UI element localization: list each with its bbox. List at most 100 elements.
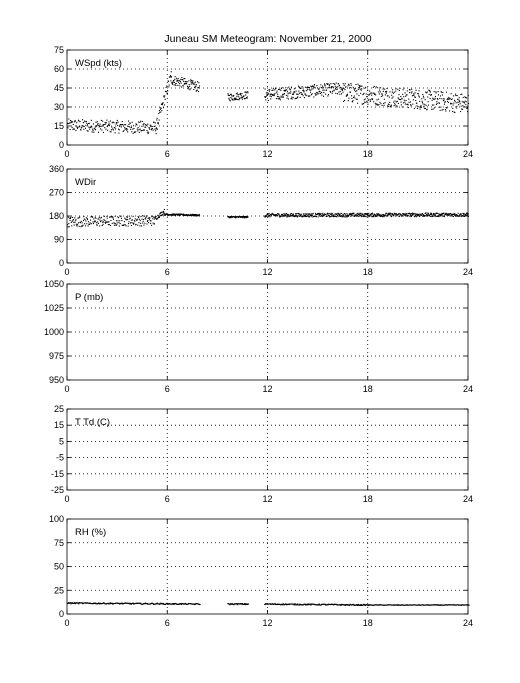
wspd-point-587 — [324, 85, 326, 87]
rh-point-5 — [71, 602, 73, 604]
wspd-point-423 — [269, 94, 271, 96]
rh-point-1 — [67, 602, 70, 604]
wspd-point-535 — [307, 86, 309, 88]
wspd-point-949 — [445, 110, 447, 112]
wspd-point-102 — [109, 131, 111, 133]
wspd-point-788 — [391, 97, 393, 99]
wdir-point-264 — [171, 213, 173, 215]
wspd-point-381 — [239, 93, 241, 95]
rh-point-75 — [129, 602, 132, 604]
wspd-point-850 — [412, 103, 414, 105]
rh-point-333 — [387, 604, 390, 606]
wdir-point-833 — [406, 215, 408, 217]
wdir-point-572 — [319, 213, 321, 215]
wdir-point-712 — [366, 213, 368, 215]
wspd-point-820 — [402, 93, 404, 95]
wdir-point-11 — [71, 220, 73, 222]
wdir-point-469 — [284, 215, 286, 217]
rh-point-359 — [409, 604, 412, 606]
wspd-point-856 — [414, 96, 416, 98]
wdir-point-630 — [338, 213, 340, 215]
wdir-point-742 — [376, 214, 378, 216]
wdir-point-797 — [394, 213, 396, 215]
wspd-point-657 — [347, 100, 349, 102]
wspd-point-812 — [399, 87, 401, 89]
wdir-point-1001 — [462, 215, 464, 217]
wdir-point-239 — [163, 208, 165, 210]
wdir-point-358 — [231, 216, 233, 218]
wdir-point-485 — [290, 214, 292, 216]
wspd-point-684 — [356, 98, 358, 100]
rh-point-49 — [107, 603, 110, 605]
wdir-point-285 — [178, 214, 180, 216]
wdir-point-596 — [327, 213, 329, 215]
wdir-point-86 — [102, 221, 104, 223]
wdir-point-137 — [124, 217, 126, 219]
wdir-point-950 — [445, 212, 447, 214]
wdir-point-190 — [146, 223, 148, 225]
pressure-xtick-label-1: 6 — [165, 384, 170, 394]
wspd-point-25 — [77, 126, 79, 128]
wspd-point-449 — [278, 98, 280, 100]
wdir-point-904 — [430, 216, 432, 218]
wdir-point-91 — [105, 222, 107, 224]
wspd-point-885 — [423, 107, 425, 109]
wdir-point-354 — [230, 216, 232, 218]
rh-point-72 — [127, 602, 129, 604]
wspd-point-50 — [87, 122, 89, 124]
wspd-point-1003 — [463, 101, 465, 103]
wspd-point-956 — [447, 98, 449, 100]
wspd-point-777 — [387, 103, 389, 105]
wdir-point-175 — [140, 222, 142, 224]
wspd-point-707 — [364, 87, 366, 89]
wdir-point-231 — [161, 211, 163, 213]
rh-point-52 — [110, 603, 112, 605]
rh-point-176 — [241, 603, 244, 605]
wspd-point-976 — [454, 111, 456, 113]
wdir-point-267 — [172, 213, 174, 215]
wspd-point-720 — [368, 94, 370, 96]
wspd-point-279 — [177, 84, 179, 86]
wdir-point-782 — [389, 213, 391, 215]
wspd-point-799 — [395, 90, 397, 92]
rh-point-354 — [405, 604, 407, 606]
rh-point-256 — [324, 603, 326, 605]
wspd-point-94 — [106, 119, 108, 121]
wspd-point-476 — [287, 93, 289, 95]
wdir-point-928 — [438, 216, 440, 218]
wspd-point-694 — [360, 92, 362, 94]
wdir-point-102 — [109, 216, 111, 218]
wspd-point-533 — [306, 86, 308, 88]
wspd-point-269 — [173, 81, 175, 83]
wspd-point-882 — [422, 95, 424, 97]
wdir-point-888 — [424, 212, 426, 214]
rh-point-50 — [108, 603, 111, 605]
wspd-point-833 — [406, 94, 408, 96]
wspd-point-267 — [173, 79, 175, 81]
wspd-point-473 — [286, 97, 288, 99]
rh-point-135 — [179, 603, 182, 605]
wspd-point-751 — [379, 89, 381, 91]
rh-point-48 — [107, 602, 109, 604]
wspd-point-323 — [192, 81, 194, 83]
wspd-point-63 — [93, 131, 95, 133]
rh-point-26 — [88, 602, 91, 604]
rh-point-141 — [184, 602, 187, 604]
wspd-point-134 — [123, 125, 125, 127]
wdir-point-53 — [89, 223, 91, 225]
rh-xtick-label-3: 18 — [363, 618, 373, 628]
wspd-point-407 — [264, 88, 266, 90]
wspd-point-818 — [401, 97, 403, 99]
wspd-point-284 — [178, 83, 180, 85]
wspd-point-538 — [308, 95, 310, 97]
wspd-point-568 — [318, 88, 320, 90]
wspd-point-122 — [118, 128, 120, 130]
wdir-point-5 — [69, 217, 71, 219]
wspd-point-16 — [73, 128, 75, 130]
rh-point-342 — [395, 604, 397, 606]
wdir-point-827 — [404, 214, 406, 216]
wdir-point-227 — [159, 215, 161, 217]
wdir-point-352 — [229, 216, 231, 218]
wdir-point-148 — [128, 215, 130, 217]
wdir-point-140 — [125, 225, 127, 227]
